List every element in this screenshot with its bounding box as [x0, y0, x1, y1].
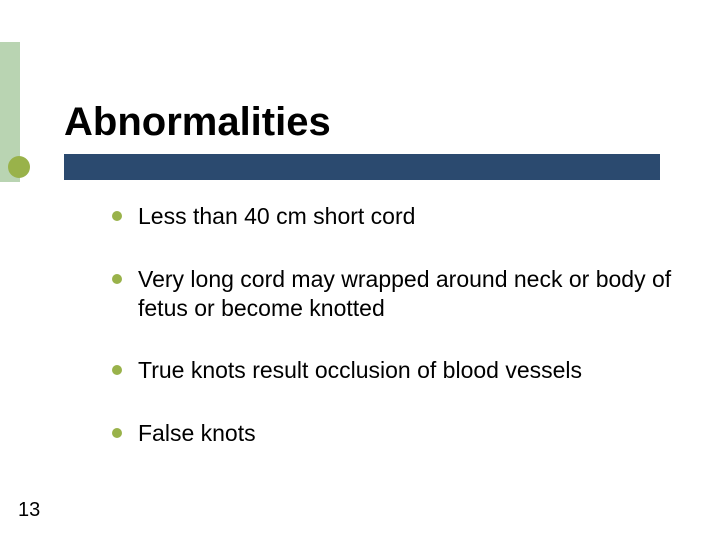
bullet-list: Less than 40 cm short cord Very long cor…	[112, 202, 672, 482]
list-item: False knots	[112, 419, 672, 448]
bullet-icon	[112, 274, 122, 284]
accent-circle-icon	[8, 156, 30, 178]
bullet-text: Less than 40 cm short cord	[138, 202, 672, 231]
list-item: True knots result occlusion of blood ves…	[112, 356, 672, 385]
page-number: 13	[18, 499, 40, 522]
bullet-icon	[112, 365, 122, 375]
bullet-text: True knots result occlusion of blood ves…	[138, 356, 672, 385]
bullet-icon	[112, 428, 122, 438]
bullet-text: False knots	[138, 419, 672, 448]
list-item: Very long cord may wrapped around neck o…	[112, 265, 672, 323]
title-underline	[64, 154, 660, 180]
bullet-icon	[112, 211, 122, 221]
list-item: Less than 40 cm short cord	[112, 202, 672, 231]
slide-title: Abnormalities	[64, 100, 331, 145]
bullet-text: Very long cord may wrapped around neck o…	[138, 265, 672, 323]
